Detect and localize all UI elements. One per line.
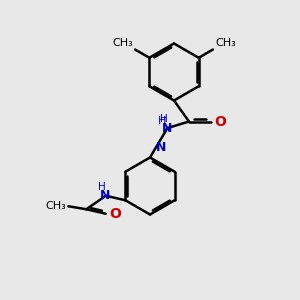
Text: CH₃: CH₃ bbox=[45, 201, 66, 211]
Text: O: O bbox=[110, 207, 121, 221]
Text: N: N bbox=[100, 189, 110, 202]
Text: N: N bbox=[162, 122, 172, 135]
Text: O: O bbox=[214, 115, 226, 128]
Text: H: H bbox=[160, 114, 168, 124]
Text: N: N bbox=[155, 126, 166, 154]
Text: H: H bbox=[98, 182, 106, 192]
Text: CH₃: CH₃ bbox=[215, 38, 236, 48]
Text: CH₃: CH₃ bbox=[112, 38, 133, 48]
Text: H: H bbox=[158, 116, 166, 126]
